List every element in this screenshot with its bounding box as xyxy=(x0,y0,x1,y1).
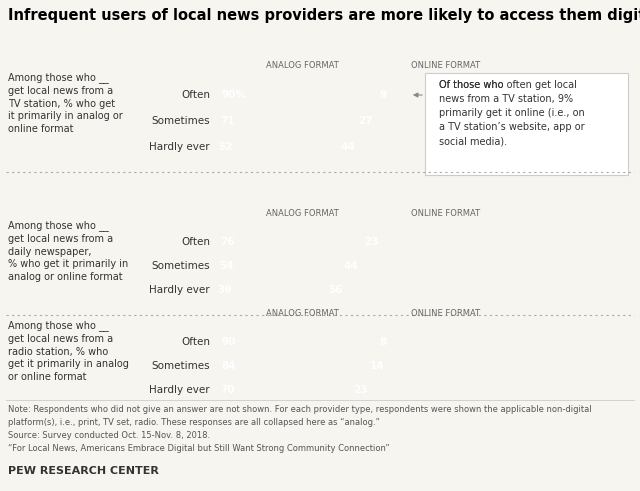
Text: 70: 70 xyxy=(220,385,234,395)
Text: 27: 27 xyxy=(358,116,373,126)
Text: Among those who __
get local news from a
daily newspaper,
% who get it primarily: Among those who __ get local news from a… xyxy=(8,220,128,282)
Text: 23: 23 xyxy=(364,237,378,247)
Text: Among those who __
get local news from a
radio station, % who
get it primarily i: Among those who __ get local news from a… xyxy=(8,320,129,382)
Text: “For Local News, Americans Embrace Digital but Still Want Strong Community Conne: “For Local News, Americans Embrace Digit… xyxy=(8,444,390,453)
Text: Among those who __
get local news from a
TV station, % who get
it primarily in a: Among those who __ get local news from a… xyxy=(8,72,123,134)
Text: 56: 56 xyxy=(328,285,342,295)
Text: Of those who often get local
news from a TV station, 9%
primarily get it online : Of those who often get local news from a… xyxy=(439,80,585,146)
Text: 44: 44 xyxy=(340,142,355,152)
Text: Of those who: Of those who xyxy=(439,80,507,90)
Text: Sometimes: Sometimes xyxy=(152,261,210,271)
Text: Often: Often xyxy=(181,237,210,247)
Text: Hardly ever: Hardly ever xyxy=(149,142,210,152)
Text: 8: 8 xyxy=(379,337,386,347)
Text: 90: 90 xyxy=(221,337,236,347)
Text: ONLINE FORMAT: ONLINE FORMAT xyxy=(411,309,480,318)
Text: Hardly ever: Hardly ever xyxy=(149,285,210,295)
Text: Often: Often xyxy=(181,90,210,100)
Text: ONLINE FORMAT: ONLINE FORMAT xyxy=(411,61,480,70)
Text: ONLINE FORMAT: ONLINE FORMAT xyxy=(411,209,480,218)
Text: 90%: 90% xyxy=(221,90,246,100)
Text: Infrequent users of local news providers are more likely to access them digitall: Infrequent users of local news providers… xyxy=(8,8,640,23)
Text: 84: 84 xyxy=(221,361,236,371)
Text: Sometimes: Sometimes xyxy=(152,116,210,126)
FancyBboxPatch shape xyxy=(425,73,628,175)
Text: PEW RESEARCH CENTER: PEW RESEARCH CENTER xyxy=(8,466,159,476)
Text: platform(s), i.e., print, TV set, radio. These responses are all collapsed here : platform(s), i.e., print, TV set, radio.… xyxy=(8,418,380,427)
Text: Source: Survey conducted Oct. 15-Nov. 8, 2018.: Source: Survey conducted Oct. 15-Nov. 8,… xyxy=(8,431,210,440)
Text: 14: 14 xyxy=(370,361,385,371)
Text: ANALOG FORMAT: ANALOG FORMAT xyxy=(266,61,339,70)
Text: Note: Respondents who did not give an answer are not shown. For each provider ty: Note: Respondents who did not give an an… xyxy=(8,405,591,414)
Text: 9: 9 xyxy=(380,90,387,100)
Text: ANALOG FORMAT: ANALOG FORMAT xyxy=(266,209,339,218)
Text: Sometimes: Sometimes xyxy=(152,361,210,371)
Text: 52: 52 xyxy=(219,142,233,152)
Text: 23: 23 xyxy=(353,385,368,395)
Text: 44: 44 xyxy=(344,261,358,271)
Text: Often: Often xyxy=(181,337,210,347)
Text: 71: 71 xyxy=(220,116,235,126)
Text: Hardly ever: Hardly ever xyxy=(149,385,210,395)
Text: 76: 76 xyxy=(220,237,235,247)
Text: ANALOG FORMAT: ANALOG FORMAT xyxy=(266,309,339,318)
Text: 39: 39 xyxy=(218,285,232,295)
Text: 54: 54 xyxy=(219,261,234,271)
